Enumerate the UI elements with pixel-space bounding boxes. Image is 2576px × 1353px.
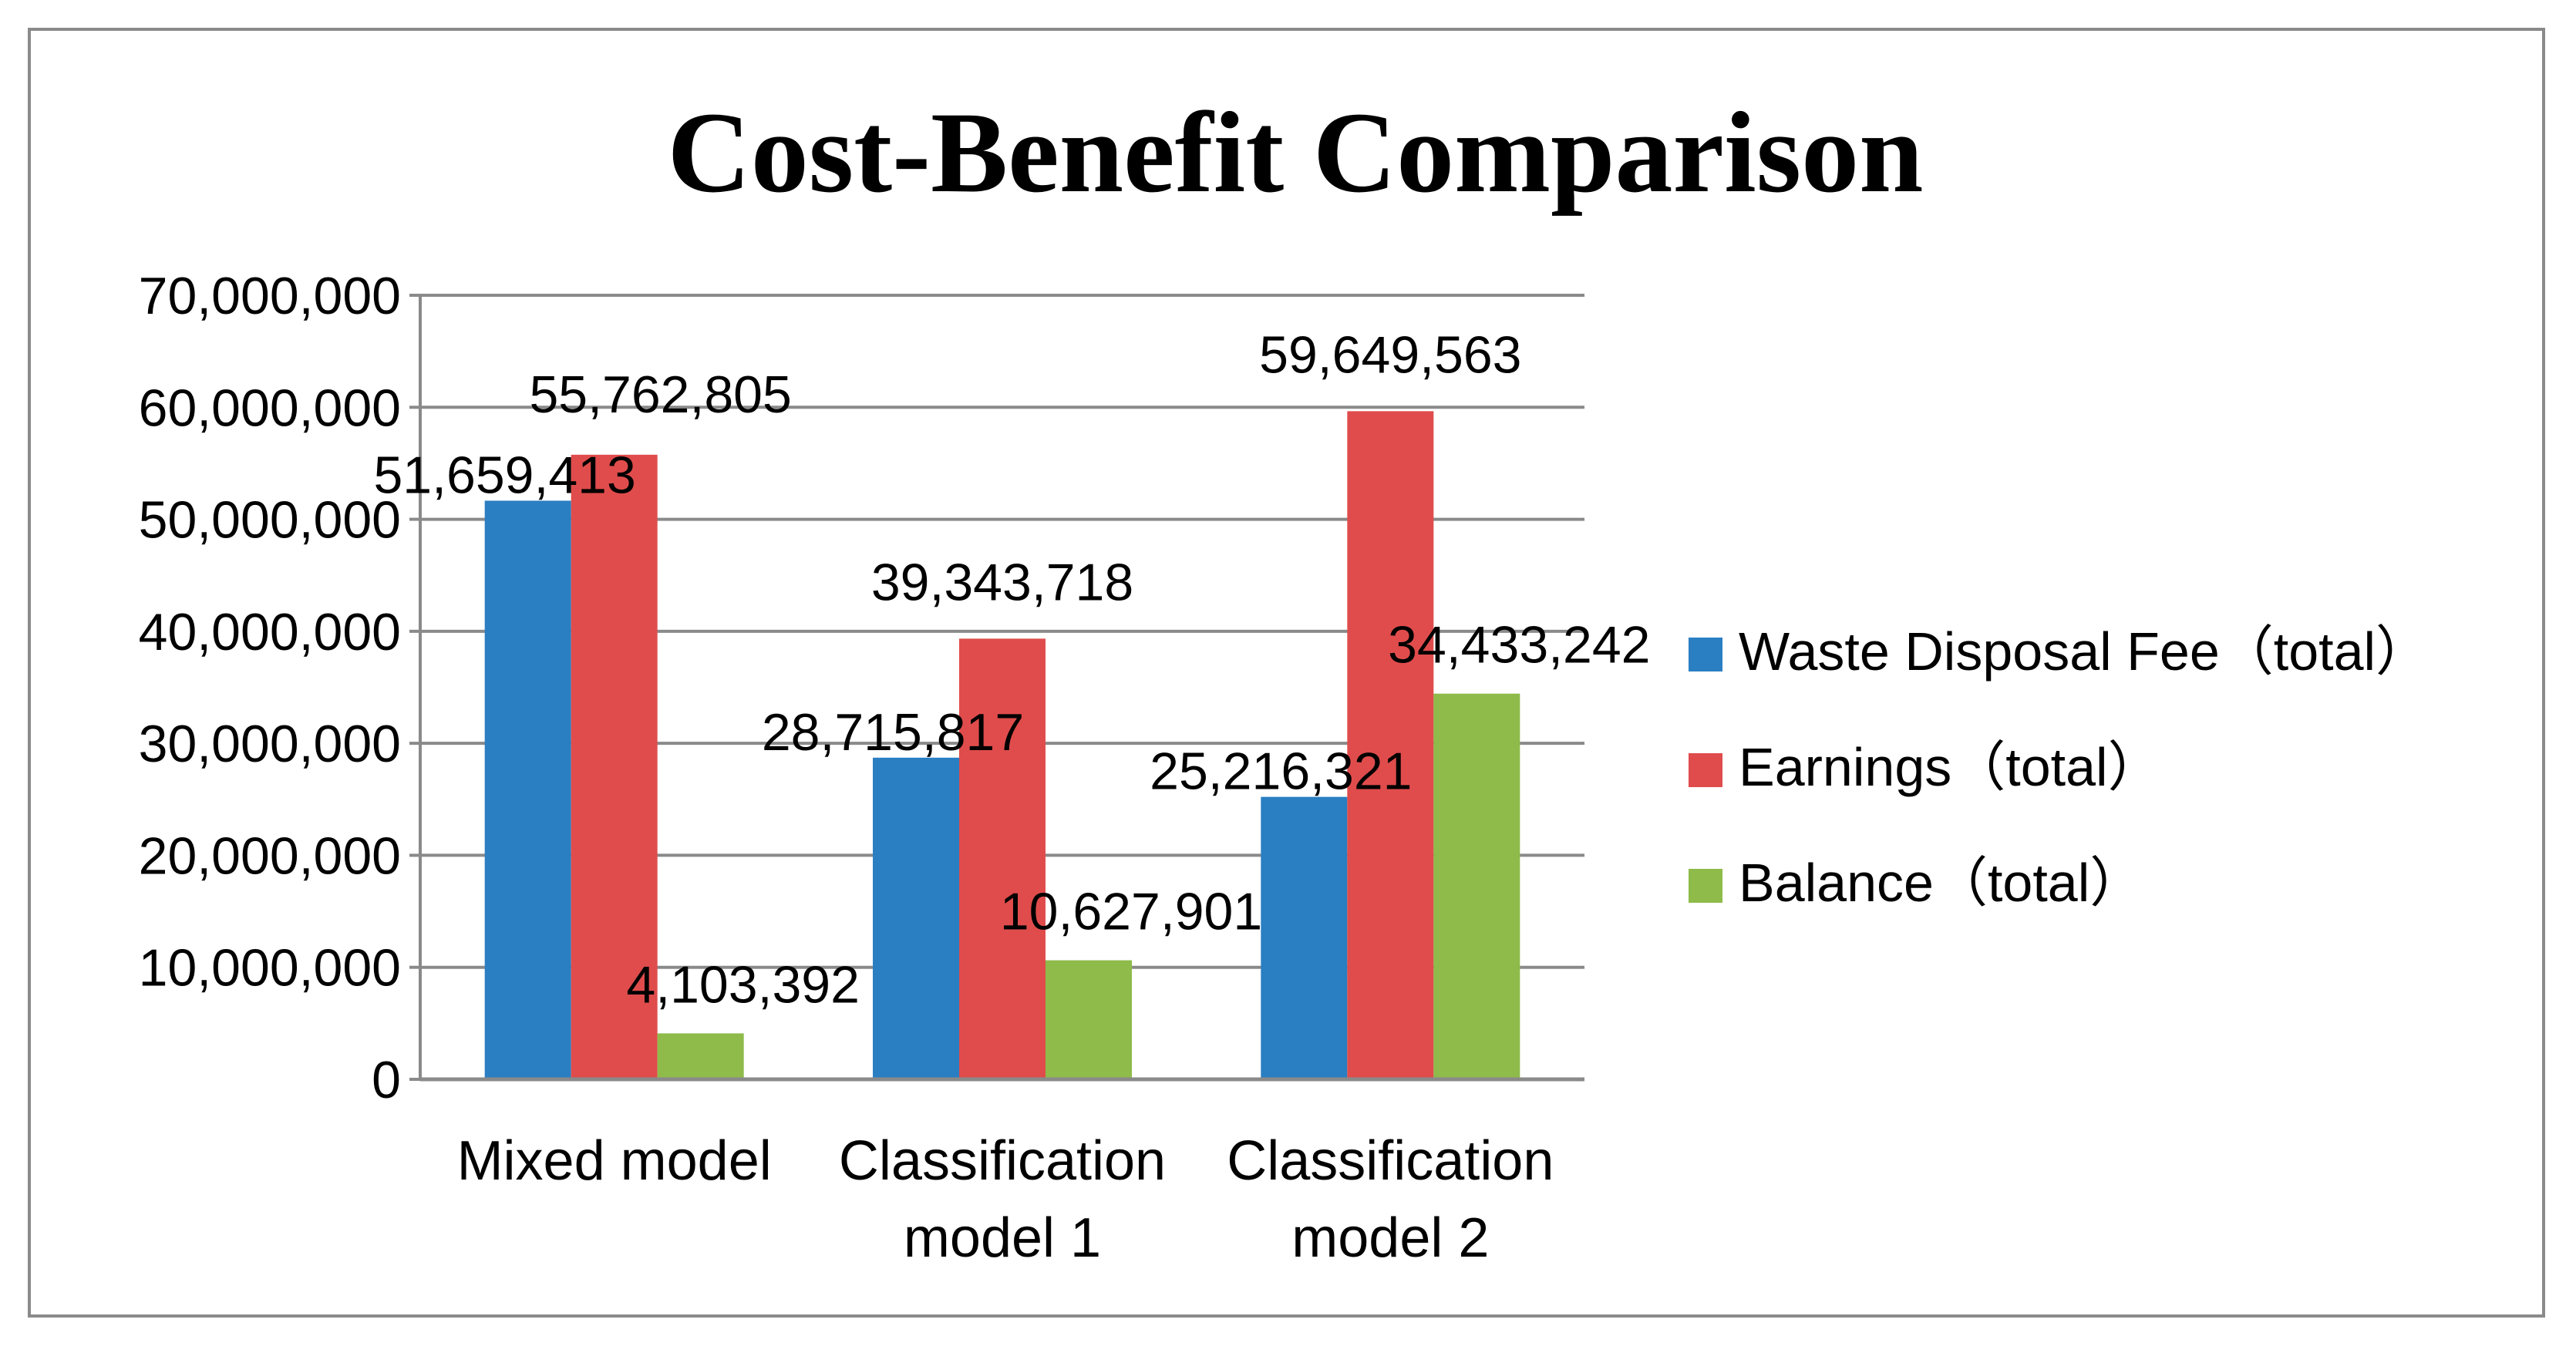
x-category-label: model 1	[904, 1207, 1101, 1269]
bars	[484, 411, 1520, 1079]
legend-swatch	[1689, 869, 1722, 903]
bar-1-2	[873, 757, 959, 1079]
bar-2-3	[1347, 411, 1434, 1079]
y-tick-label: 70,000,000	[139, 267, 401, 325]
x-category-label: Mixed model	[457, 1130, 772, 1192]
data-label: 59,649,563	[1259, 325, 1521, 384]
bar-2-2	[959, 638, 1046, 1079]
x-category-label: Classification	[839, 1130, 1166, 1192]
y-tick-label: 0	[372, 1051, 401, 1109]
data-label: 34,433,242	[1388, 616, 1650, 675]
data-label: 39,343,718	[871, 553, 1133, 611]
y-tick-label: 20,000,000	[139, 826, 401, 885]
legend-swatch	[1689, 638, 1722, 671]
data-label: 51,659,413	[373, 446, 635, 504]
legend-label: Earnings（total）	[1739, 737, 2162, 797]
x-category-label: model 2	[1291, 1207, 1489, 1269]
legend-label: Balance（total）	[1739, 853, 2143, 913]
x-category-label: Classification	[1227, 1130, 1554, 1192]
y-tick-label: 40,000,000	[139, 603, 401, 661]
y-tick-label: 30,000,000	[139, 715, 401, 773]
legend: Waste Disposal Fee（total） Earnings（total）…	[1689, 621, 2430, 913]
chart-frame	[28, 28, 2545, 1318]
chart-title: Cost-Benefit Comparison	[667, 89, 1923, 217]
y-tick-label: 50,000,000	[139, 491, 401, 550]
y-tick-label: 60,000,000	[139, 379, 401, 437]
y-axis-tick-labels: 0 10,000,000 20,000,000 30,000,000 40,000,00…	[139, 267, 401, 1109]
bar-1-3	[1261, 796, 1348, 1079]
legend-label: Waste Disposal Fee（total）	[1739, 621, 2430, 682]
bar-3-3	[1433, 693, 1520, 1079]
data-label: 55,762,805	[529, 365, 791, 424]
x-axis-category-labels: Mixed model Classification model 1 Classifi…	[457, 1130, 1554, 1269]
bar-1-1	[484, 500, 571, 1079]
data-label: 25,216,321	[1150, 742, 1412, 801]
data-label: 4,103,392	[626, 955, 860, 1014]
bar-3-1	[657, 1033, 744, 1079]
data-label: 28,715,817	[762, 703, 1024, 762]
bar-2-1	[571, 454, 658, 1079]
y-tick-label: 10,000,000	[139, 939, 401, 998]
legend-swatch	[1689, 753, 1722, 787]
data-labels: 51,659,413 55,762,805 4,103,392 28,715,817 3…	[373, 325, 1650, 1014]
bar-3-2	[1046, 960, 1132, 1079]
data-label: 10,627,901	[1000, 883, 1262, 941]
